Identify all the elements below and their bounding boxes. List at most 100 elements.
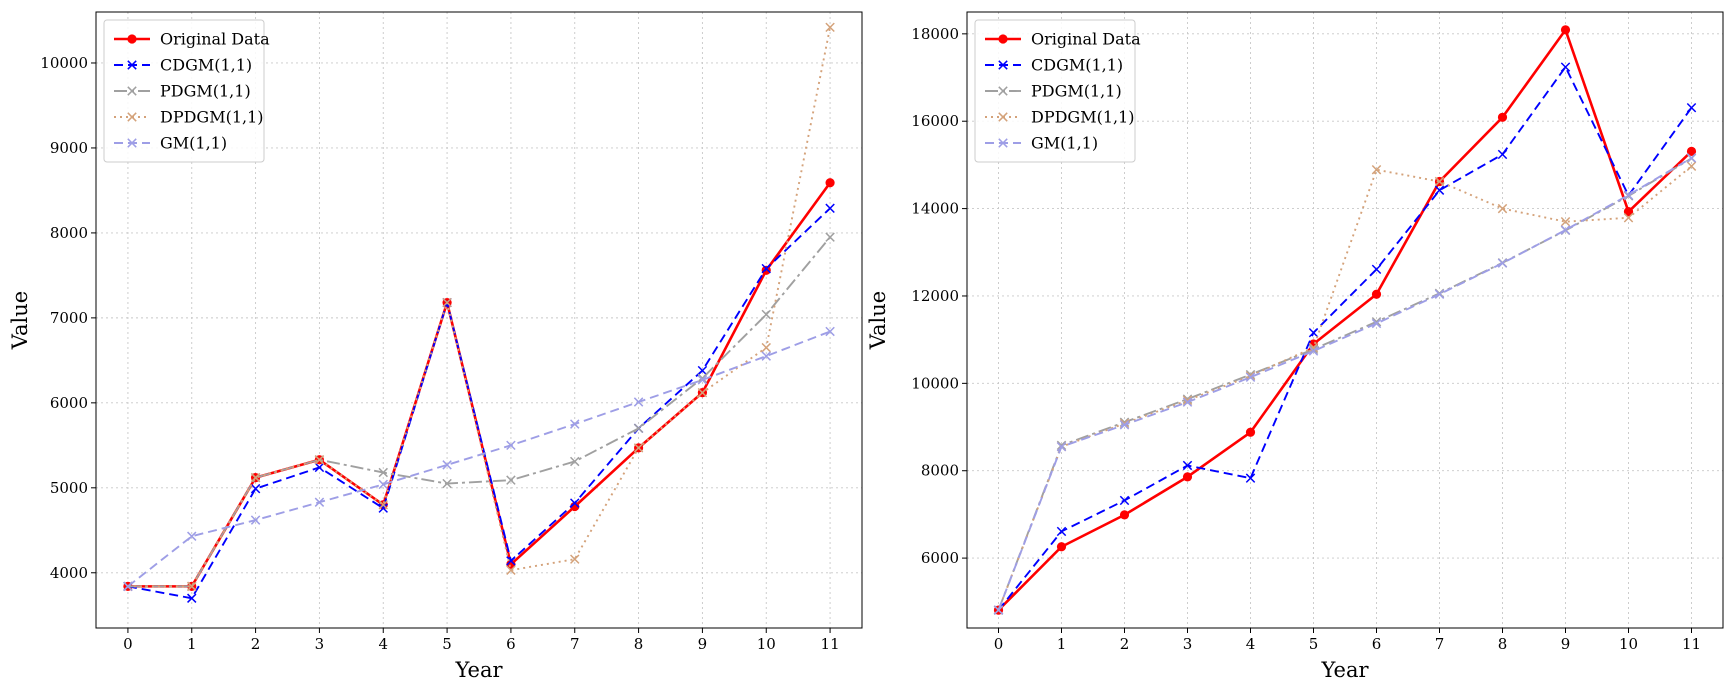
plot-frame <box>95 11 863 629</box>
x-axis: 0 1 2 3 4 5 6 7 8 9 10 11 <box>123 628 840 653</box>
data-point <box>378 500 388 510</box>
data-point <box>1497 149 1508 160</box>
x-tick-label: 10 <box>757 635 776 653</box>
series-line <box>127 236 831 588</box>
data-point <box>1560 25 1571 35</box>
y-tick-label: 9000 <box>50 139 88 157</box>
y-tick-label: 10000 <box>40 54 88 72</box>
data-point <box>378 479 388 490</box>
data-point <box>825 326 835 337</box>
series-pdgm-1-1- <box>123 232 835 592</box>
x-tick-label: 6 <box>1372 635 1382 653</box>
series-line <box>997 165 1693 611</box>
legend-label: PDGM(1,1) <box>1031 82 1122 101</box>
data-point <box>250 483 261 494</box>
data-point <box>633 397 644 407</box>
x-axis-label: Year <box>1320 658 1369 682</box>
data-point <box>506 556 516 566</box>
data-point <box>633 423 644 434</box>
data-point <box>1686 102 1697 113</box>
data-point <box>506 440 516 451</box>
plot-area <box>123 22 835 603</box>
legend-item: GM(1,1) <box>985 134 1098 153</box>
legend-label: Original Data <box>160 30 270 49</box>
data-point <box>506 565 516 575</box>
series-line <box>997 28 1693 612</box>
series-line <box>127 330 831 588</box>
chart-left-panel: 0 1 2 3 4 5 6 7 8 9 10 11 4000 5000 6000 7000 8000 9000 10… <box>8 11 863 682</box>
data-point <box>1434 185 1445 195</box>
data-point <box>1560 225 1571 235</box>
legend-label: PDGM(1,1) <box>160 82 251 101</box>
data-point <box>1056 440 1067 451</box>
data-point <box>761 342 771 353</box>
data-point <box>1371 318 1382 329</box>
data-point <box>761 351 771 361</box>
data-point <box>314 497 325 507</box>
plot-frame <box>966 11 1724 629</box>
legend-marker <box>998 112 1008 122</box>
data-point <box>442 297 452 308</box>
series-gm-1-1- <box>123 326 835 592</box>
legend-box <box>974 19 1136 163</box>
data-point <box>697 375 708 385</box>
legend-label: Original Data <box>1031 30 1141 49</box>
legend-marker <box>998 138 1008 148</box>
x-tick-label: 4 <box>378 635 388 653</box>
y-axis-label: Value <box>8 291 32 350</box>
y-tick-label: 4000 <box>50 564 88 582</box>
x-axis-label: Year <box>454 658 503 682</box>
data-point <box>1182 395 1193 406</box>
y-tick-label: 18000 <box>911 25 959 43</box>
data-point <box>1497 203 1508 214</box>
x-tick-label: 1 <box>1057 635 1067 653</box>
data-point <box>825 22 835 33</box>
data-point <box>1308 346 1319 356</box>
data-point <box>1182 460 1193 471</box>
series-dpdgm-1-1- <box>993 161 1697 615</box>
legend-marker <box>998 34 1008 44</box>
legend-item: PDGM(1,1) <box>114 82 251 101</box>
x-tick-label: 11 <box>1682 635 1701 653</box>
legend-item: GM(1,1) <box>114 134 227 153</box>
x-tick-label: 8 <box>634 635 644 653</box>
data-point <box>825 232 835 242</box>
data-point <box>570 419 580 429</box>
x-tick-label: 3 <box>1183 635 1193 653</box>
series-line <box>127 207 831 600</box>
x-tick-label: 3 <box>315 635 325 653</box>
data-point <box>187 593 197 603</box>
series-line <box>997 157 1692 611</box>
series-line <box>127 27 832 588</box>
data-point <box>1686 161 1697 171</box>
x-tick-label: 5 <box>1309 635 1319 653</box>
x-tick-label: 7 <box>570 635 580 653</box>
data-point <box>633 443 644 453</box>
legend-item: Original Data <box>114 30 270 49</box>
data-point <box>1686 153 1697 163</box>
data-point <box>378 503 388 513</box>
data-point <box>1056 542 1067 552</box>
data-point <box>1560 216 1571 227</box>
y-tick-label: 7000 <box>50 309 88 327</box>
data-point <box>1056 526 1067 537</box>
data-point <box>570 554 580 564</box>
x-tick-label: 8 <box>1498 635 1508 653</box>
legend: Original Data CDGM(1,1) PDGM(1,1) DPDGM(1,1… <box>974 19 1141 163</box>
legend-label: GM(1,1) <box>1031 134 1098 153</box>
data-point <box>570 456 580 467</box>
data-point <box>1371 289 1382 299</box>
data-point <box>1119 420 1130 430</box>
series-gm-1-1- <box>993 153 1697 615</box>
x-tick-label: 5 <box>442 635 452 653</box>
x-tick-label: 2 <box>1120 635 1130 653</box>
data-point <box>825 178 835 188</box>
legend-marker <box>127 112 137 122</box>
data-point <box>314 455 325 465</box>
data-point <box>761 263 771 274</box>
data-point <box>250 472 261 483</box>
data-point <box>1119 495 1130 506</box>
data-point <box>378 467 388 478</box>
